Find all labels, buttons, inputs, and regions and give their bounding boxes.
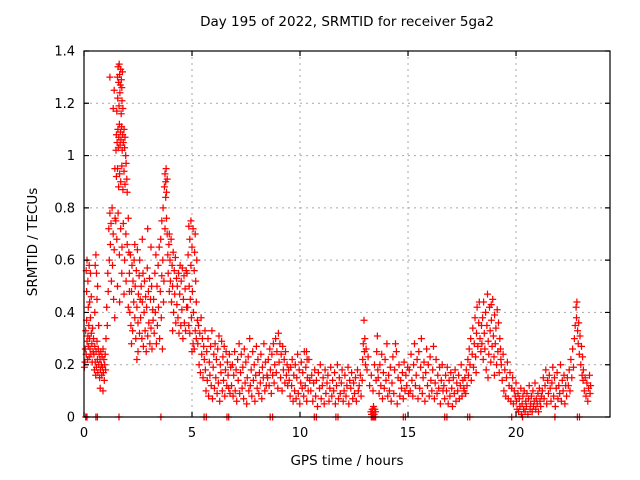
chart-title: Day 195 of 2022, SRMTID for receiver 5ga… [200,14,494,30]
y-tick-label: 1 [67,149,75,164]
y-tick-label: 0.8 [54,201,75,216]
x-tick-label: 15 [400,426,417,441]
plot-border [83,50,611,418]
y-tick-label: 0 [67,411,75,426]
x-tick-label: 5 [188,426,196,441]
x-tick-label: 10 [292,426,309,441]
x-tick-label: 20 [508,426,525,441]
y-tick-label: 0.2 [54,358,75,373]
y-tick-label: 0.4 [54,306,75,321]
grid-lines [84,51,610,417]
y-tick-label: 1.2 [54,97,75,112]
y-tick-label: 0.6 [54,254,75,269]
y-tick-label: 1.4 [54,45,75,60]
x-axis-title: GPS time / hours [290,453,404,469]
axis-ticks [83,50,610,418]
x-tick-label: 0 [80,426,88,441]
data-points [80,60,595,421]
